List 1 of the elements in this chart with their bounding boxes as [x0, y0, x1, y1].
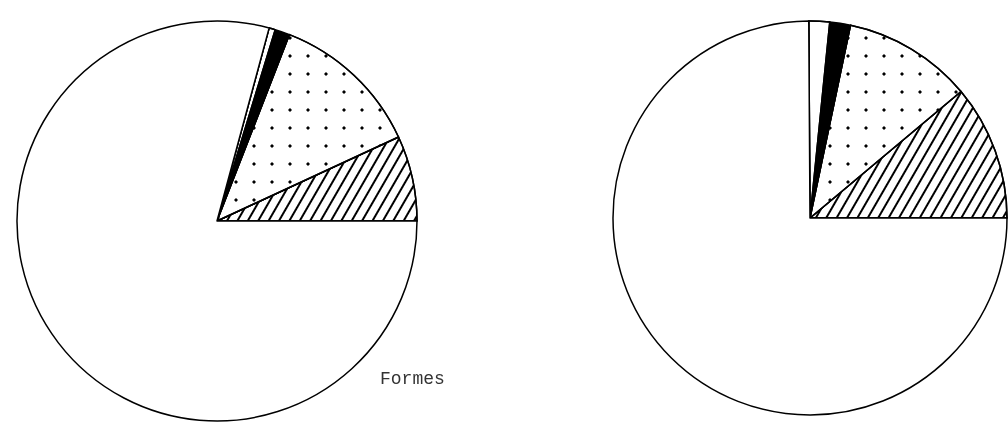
text: Formes [380, 369, 445, 389]
